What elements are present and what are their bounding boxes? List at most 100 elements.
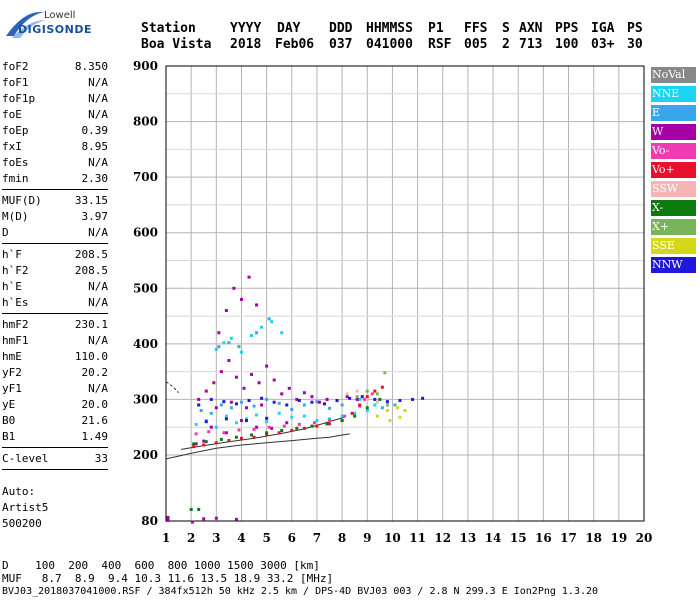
x-tick-label: 1 — [162, 531, 170, 545]
parameter-value: 2.30 — [81, 172, 109, 185]
header-day-value: Feb06 — [275, 37, 315, 52]
parameter-row: fmin 2.30 — [2, 172, 108, 188]
parameter-row: hmF1 N/A — [2, 334, 108, 350]
data-point-nne — [229, 336, 233, 340]
data-point-nne — [234, 421, 238, 425]
footer-distance-row: D 100 200 400 600 800 1000 1500 3000 [km… — [2, 559, 320, 572]
parameter-name: B1 — [2, 430, 16, 443]
data-point-ssw — [375, 400, 379, 404]
data-point-w — [355, 397, 359, 401]
header-station-label: Station — [141, 21, 196, 36]
parameter-divider — [2, 243, 108, 244]
data-point-w — [260, 403, 264, 407]
data-point-e — [277, 401, 281, 405]
data-point-x- — [197, 507, 201, 511]
header-year-value: 2018 — [230, 37, 262, 52]
data-point-w — [209, 425, 213, 429]
data-point-nne — [373, 403, 377, 407]
data-point-w — [257, 381, 261, 385]
data-point-vo- — [302, 426, 306, 430]
logo-text-bottom: DIGISONDE — [18, 23, 92, 36]
data-point-nne — [302, 414, 306, 418]
x-tick-label: 15 — [510, 531, 527, 545]
data-point-nnw — [348, 396, 352, 400]
data-point-vo- — [267, 425, 271, 429]
data-point-vo- — [343, 414, 347, 418]
data-point-nne — [194, 422, 198, 426]
data-point-e — [227, 341, 231, 345]
data-point-nne — [365, 409, 369, 413]
parameter-divider — [2, 469, 108, 470]
x-tick-label: 3 — [212, 531, 220, 545]
data-point-vo- — [328, 422, 332, 426]
data-point-vo- — [252, 427, 256, 431]
header-ddd-label: DDD — [329, 21, 353, 36]
data-point-e — [265, 397, 269, 401]
parameter-name: C-level — [2, 452, 49, 465]
parameter-name: MUF(D) — [2, 194, 42, 207]
parameter-name: M(D) — [2, 210, 29, 223]
parameter-row: D N/A — [2, 226, 108, 242]
data-point-w — [280, 392, 284, 396]
data-point-nnw — [265, 416, 269, 420]
data-point-nnw — [222, 400, 226, 404]
x-tick-label: 9 — [363, 531, 371, 545]
y-tick-label: 900 — [133, 59, 158, 73]
data-point-nnw — [310, 400, 314, 404]
data-point-w — [166, 515, 170, 522]
data-point-w — [214, 516, 218, 520]
x-tick-label: 13 — [460, 531, 477, 545]
data-point-nne — [280, 331, 284, 335]
parameter-name: foEs — [2, 156, 29, 169]
data-point-nnw — [234, 402, 238, 406]
parameter-value: N/A — [88, 382, 108, 395]
parameter-name: foEp — [2, 124, 29, 137]
legend-item: W — [651, 124, 696, 140]
parameter-value: 8.350 — [74, 60, 108, 73]
data-point-e — [315, 400, 319, 404]
data-point-ssw — [345, 392, 349, 396]
parameter-value: 33 — [94, 452, 108, 465]
parameter-row: foF1p N/A — [2, 92, 108, 108]
data-point-w — [197, 397, 201, 401]
data-point-x- — [189, 507, 193, 511]
header-ddd-value: 037 — [329, 37, 353, 52]
parameter-name: D — [2, 226, 9, 239]
x-tick-label: 18 — [585, 531, 602, 545]
parameter-name: h`Es — [2, 296, 29, 309]
data-point-w — [202, 517, 206, 521]
data-point-e — [290, 407, 294, 411]
data-point-nne — [270, 320, 274, 324]
data-point-vo- — [227, 439, 231, 443]
data-point-nne — [214, 347, 218, 351]
parameter-divider — [2, 313, 108, 314]
parameter-name: foF1 — [2, 76, 29, 89]
y-tick-label: 700 — [133, 170, 158, 184]
data-point-vo- — [363, 397, 367, 401]
header-day-label: DAY — [277, 21, 301, 36]
x-tick-label: 12 — [434, 531, 451, 545]
data-point-vo- — [370, 392, 374, 396]
data-point-w — [245, 406, 249, 410]
data-point-vo- — [312, 421, 316, 425]
data-point-w — [190, 520, 194, 524]
x-tick-label: 8 — [338, 531, 346, 545]
data-point-w — [204, 389, 208, 393]
data-point-vo- — [192, 445, 196, 449]
parameter-row: B0 21.6 — [2, 414, 108, 430]
legend-item: NNE — [651, 86, 696, 102]
logo-swoosh-icon — [6, 11, 46, 38]
y-tick-label: 500 — [133, 281, 158, 295]
data-point-sse — [395, 406, 399, 410]
data-point-vo- — [277, 431, 281, 435]
header-year-label: YYYY — [230, 21, 262, 36]
digisonde-logo: Lowell DIGISONDE — [2, 6, 92, 42]
header-iga-value: 03+ — [591, 37, 615, 52]
x-tick-label: 17 — [560, 531, 577, 545]
data-point-nne — [255, 413, 259, 417]
data-point-vo- — [297, 422, 301, 426]
data-point-w — [325, 397, 329, 401]
header-s-label: S — [502, 21, 510, 36]
data-point-nne — [340, 414, 344, 418]
